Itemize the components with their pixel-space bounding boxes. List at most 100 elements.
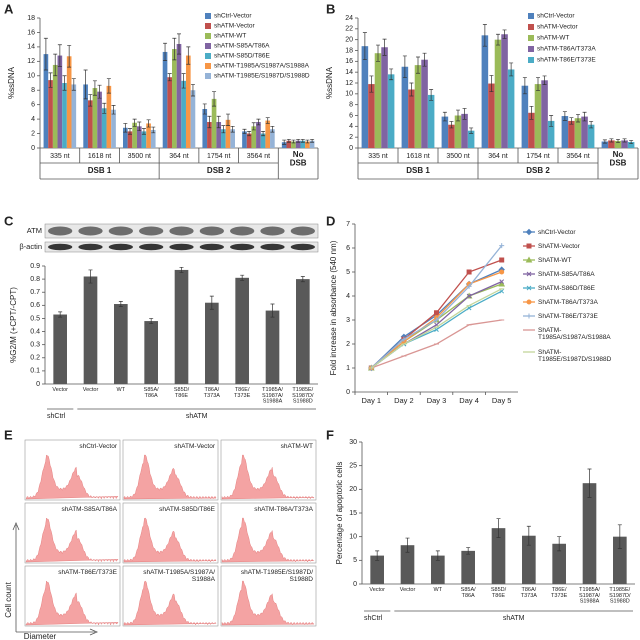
error-bar — [466, 547, 471, 555]
bar — [528, 112, 535, 148]
y-axis-label: %ssDNA — [325, 66, 334, 99]
error-bar — [496, 518, 501, 538]
x-tick-label: T1985E/S1987D/S1988D — [292, 387, 314, 405]
bar — [491, 528, 506, 584]
error-bar — [43, 37, 48, 71]
blot-band — [78, 243, 103, 251]
error-bar — [221, 125, 226, 134]
series-line — [370, 283, 502, 369]
legend-label: shATM-Vector — [214, 23, 256, 30]
bar — [207, 122, 212, 148]
y-tick-label: 0 — [36, 381, 40, 388]
legend-marker — [525, 228, 533, 236]
bar — [286, 140, 292, 148]
y-tick-label: 4 — [31, 116, 35, 123]
bar — [581, 116, 588, 148]
bar — [97, 91, 102, 148]
legend-label: ShATM-Vector — [538, 243, 581, 250]
error-bar — [589, 121, 594, 129]
x-tick-label: 1754 nt — [207, 153, 230, 160]
bar — [291, 141, 296, 148]
bar — [561, 116, 569, 148]
bar — [461, 550, 475, 584]
error-bar — [212, 91, 217, 107]
blot-band — [199, 226, 224, 236]
bar — [608, 140, 615, 148]
error-bar — [405, 537, 410, 553]
y-axis-label: Fold increase in absorbance (540 nm) — [329, 240, 338, 375]
error-bar — [522, 77, 527, 95]
error-bar — [179, 266, 184, 273]
error-bar — [172, 37, 177, 61]
bar — [66, 56, 72, 148]
blot-band — [199, 243, 224, 251]
y-tick-label: 10 — [349, 534, 357, 541]
bar — [53, 314, 67, 384]
error-bar — [291, 139, 296, 144]
bar — [441, 116, 449, 148]
group-label: DSB 1 — [406, 166, 430, 175]
point — [498, 280, 506, 287]
blot-label: ATM — [27, 226, 42, 235]
error-bar — [127, 128, 132, 135]
y-axis-label: %G2/M (+CPT/-CPT) — [9, 287, 18, 363]
legend-label: ShATM-WT — [538, 257, 571, 264]
x-tick-label: Day 2 — [394, 396, 414, 405]
x-tick-label: 1618 nt — [88, 153, 111, 160]
y-tick-label: 0 — [349, 145, 353, 152]
blot-band — [48, 226, 73, 236]
x-tick-label: S85D/T86E — [491, 587, 507, 599]
bar — [281, 142, 287, 148]
bar — [181, 80, 186, 148]
bar — [522, 535, 536, 584]
error-bar — [67, 45, 72, 68]
y-tick-label: 3 — [346, 317, 350, 324]
x-tick-label: Day 4 — [459, 396, 479, 405]
bar — [57, 55, 63, 148]
bar — [211, 98, 217, 148]
group-label: DSB 2 — [526, 166, 550, 175]
error-bar — [482, 24, 487, 47]
bar — [448, 124, 455, 148]
histogram — [25, 580, 119, 626]
bar — [374, 53, 382, 149]
x-tick-label: T86E/T373E — [551, 587, 568, 599]
bar — [587, 124, 595, 148]
bar — [494, 39, 502, 148]
y-tick-label: 18 — [27, 15, 35, 22]
bar — [541, 80, 548, 148]
error-bar — [602, 139, 607, 144]
histogram — [123, 580, 217, 626]
error-bar — [496, 33, 500, 46]
x-tick-label: 1618 nt — [406, 153, 429, 160]
bar — [242, 131, 247, 148]
y-tick-label: 0.6 — [30, 302, 40, 309]
bar — [296, 279, 310, 384]
legend-label: ShATM-T86A/T373A — [538, 299, 599, 306]
legend-marker — [526, 313, 532, 319]
bar — [614, 140, 622, 148]
error-bar — [181, 73, 186, 89]
bar — [414, 65, 422, 148]
y-tick-label: 6 — [31, 102, 35, 109]
x-tick-label: 1754 nt — [526, 153, 549, 160]
error-bar — [429, 89, 434, 101]
point — [434, 317, 439, 323]
error-bar — [582, 111, 587, 122]
error-bar — [300, 138, 305, 143]
x-tick-label: S85A/T86A — [144, 387, 159, 399]
bar — [521, 85, 529, 148]
y-tick-label: 0 — [346, 389, 350, 396]
error-bar — [62, 75, 67, 91]
bar — [172, 49, 177, 148]
bar — [92, 88, 98, 148]
y-tick-label: 0.3 — [30, 342, 40, 349]
error-bar — [376, 44, 380, 62]
panel-label: shATM-WT — [281, 443, 313, 450]
error-bar — [622, 138, 627, 143]
error-bar — [435, 550, 440, 561]
error-bar — [375, 550, 380, 561]
y-tick-label: 20 — [345, 37, 353, 44]
error-bar — [282, 139, 287, 145]
error-bar — [97, 84, 102, 99]
